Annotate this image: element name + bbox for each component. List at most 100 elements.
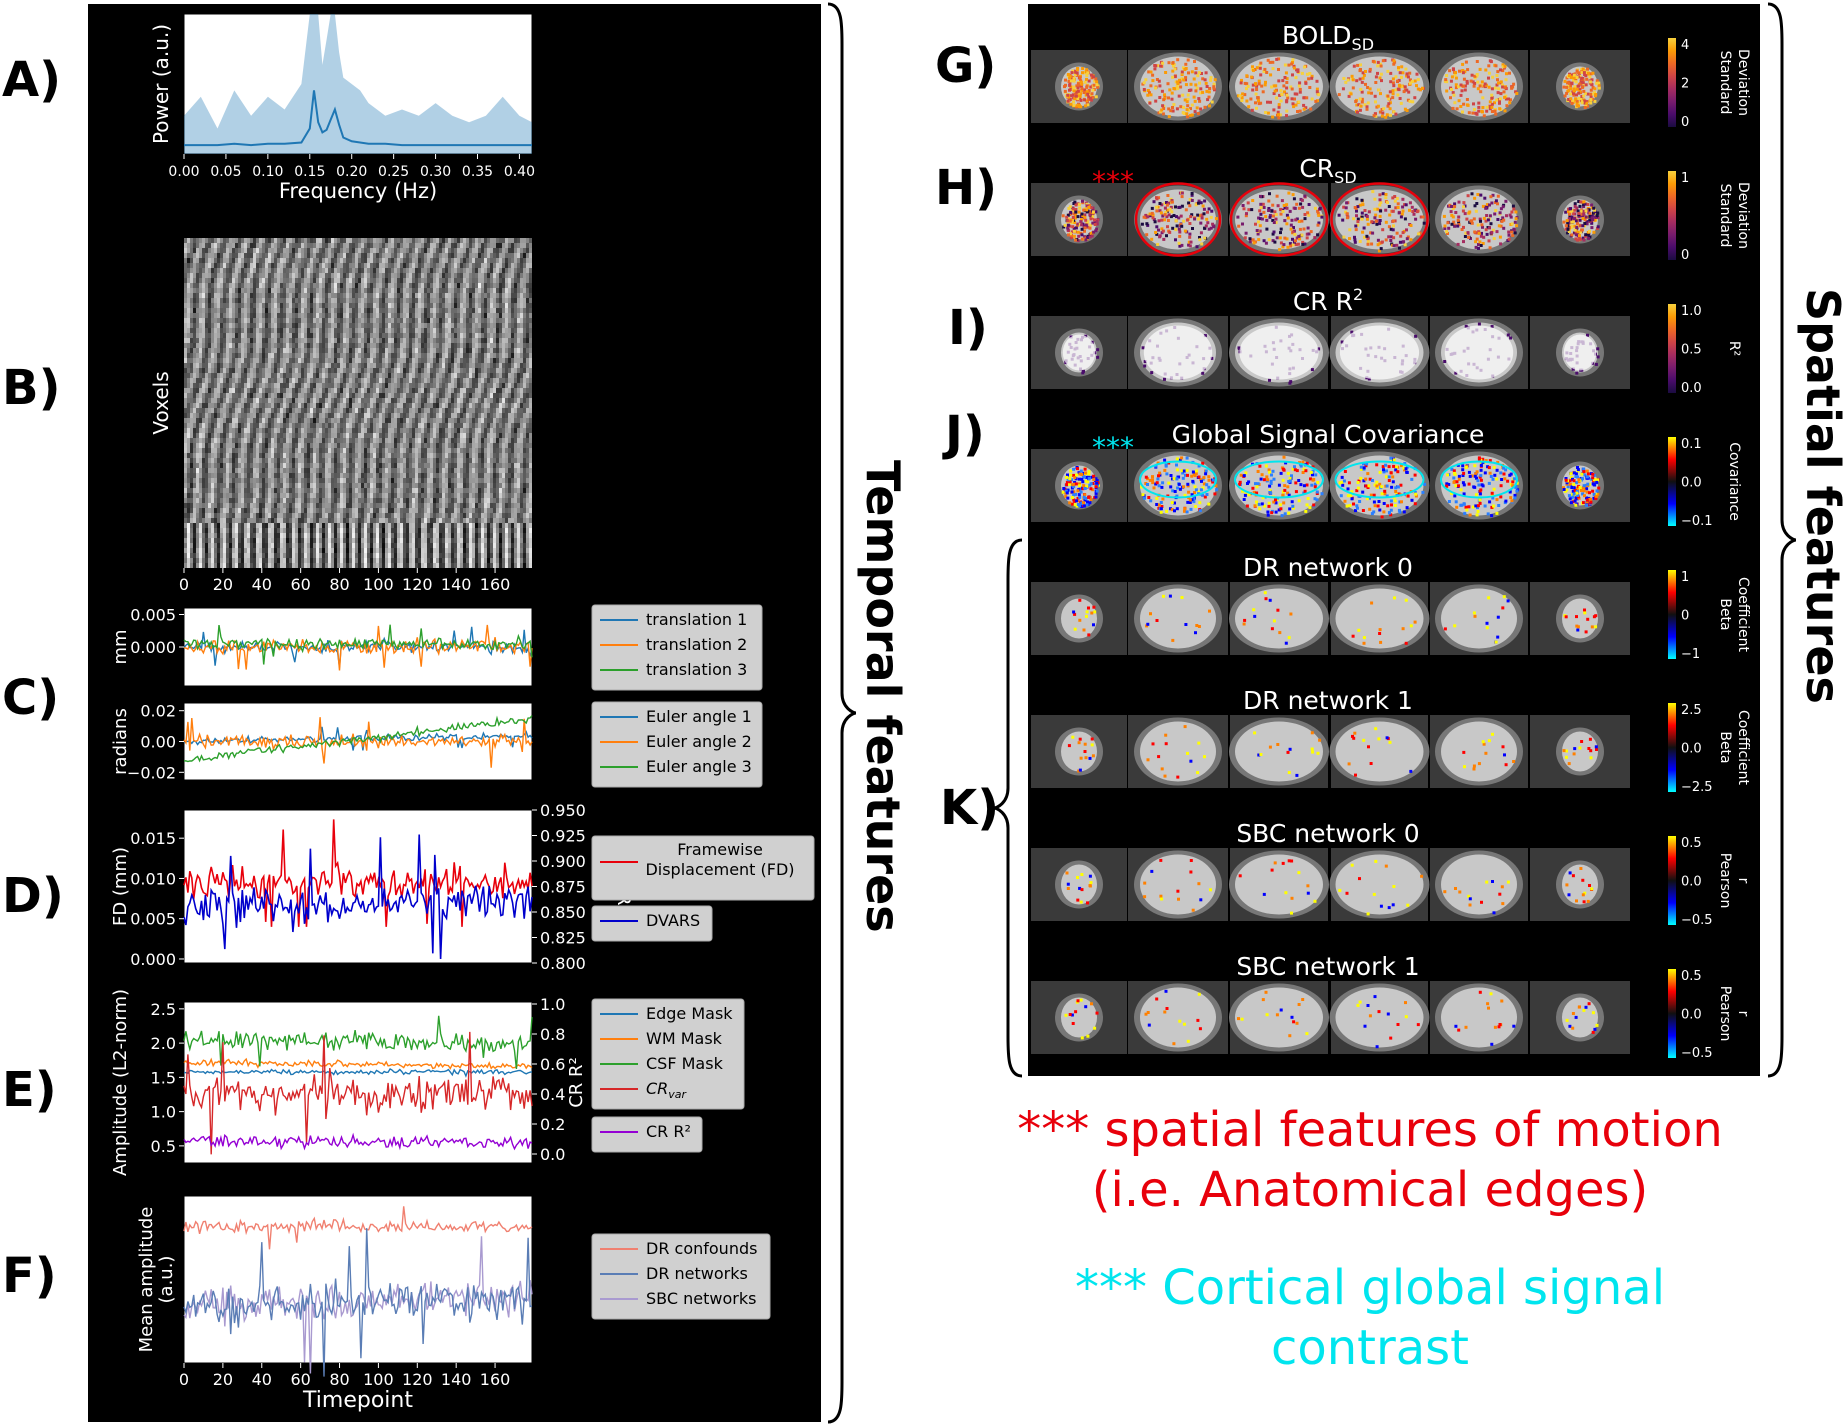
carpet-cell <box>373 248 376 253</box>
carpet-cell <box>310 303 313 308</box>
carpet-cell <box>292 438 295 443</box>
carpet-cell <box>343 293 346 298</box>
carpet-cell <box>334 453 337 458</box>
carpet-cell <box>382 288 385 293</box>
carpet-cell <box>316 513 319 518</box>
carpet-cell <box>379 278 382 283</box>
carpet-cell <box>274 463 277 468</box>
carpet-cell <box>394 253 397 258</box>
carpet-cell <box>247 463 250 468</box>
carpet-cell <box>334 463 337 468</box>
carpet-cell <box>316 363 319 368</box>
carpet-cell <box>265 498 268 503</box>
carpet-cell <box>349 318 352 323</box>
carpet-cell <box>226 423 229 428</box>
carpet-cell <box>322 528 325 533</box>
carpet-cell <box>361 328 364 333</box>
carpet-cell <box>385 498 388 503</box>
carpet-cell <box>337 373 340 378</box>
carpet-cell <box>322 488 325 493</box>
carpet-cell <box>325 328 328 333</box>
carpet-cell <box>343 368 346 373</box>
carpet-cell <box>373 298 376 303</box>
carpet-cell <box>298 323 301 328</box>
carpet-cell <box>355 438 358 443</box>
carpet-cell <box>319 468 322 473</box>
carpet-cell <box>184 488 187 493</box>
carpet-cell <box>334 388 337 393</box>
carpet-cell <box>379 318 382 323</box>
carpet-cell <box>256 418 259 423</box>
carpet-cell <box>226 363 229 368</box>
carpet-cell <box>211 383 214 388</box>
carpet-cell <box>379 363 382 368</box>
carpet-cell <box>199 248 202 253</box>
carpet-cell <box>334 468 337 473</box>
carpet-cell <box>340 513 343 518</box>
carpet-cell <box>310 318 313 323</box>
carpet-cell <box>202 258 205 263</box>
carpet-cell <box>316 473 319 478</box>
carpet-cell <box>388 318 391 323</box>
carpet-cell <box>262 323 265 328</box>
carpet-cell <box>265 328 268 333</box>
carpet-cell <box>313 308 316 313</box>
carpet-cell <box>295 488 298 493</box>
carpet-cell <box>262 448 265 453</box>
carpet-cell <box>352 503 355 508</box>
carpet-cell <box>238 443 241 448</box>
carpet-cell <box>232 483 235 488</box>
carpet-cell <box>355 293 358 298</box>
carpet-cell <box>205 318 208 323</box>
carpet-cell <box>271 328 274 333</box>
carpet-cell <box>364 488 367 493</box>
carpet-cell <box>268 333 271 338</box>
carpet-cell <box>259 558 262 563</box>
carpet-cell <box>241 298 244 303</box>
carpet-cell <box>196 498 199 503</box>
carpet-cell <box>376 513 379 518</box>
carpet-cell <box>295 483 298 488</box>
carpet-cell <box>328 528 331 533</box>
carpet-cell <box>313 518 316 523</box>
carpet-cell <box>352 428 355 433</box>
carpet-cell <box>232 328 235 333</box>
carpet-cell <box>196 508 199 513</box>
carpet-cell <box>373 423 376 428</box>
carpet-cell <box>187 368 190 373</box>
carpet-cell <box>211 293 214 298</box>
carpet-cell <box>367 478 370 483</box>
carpet-cell <box>310 403 313 408</box>
carpet-cell <box>391 448 394 453</box>
carpet-cell <box>358 343 361 348</box>
carpet-cell <box>307 293 310 298</box>
carpet-cell <box>229 478 232 483</box>
carpet-cell <box>340 438 343 443</box>
carpet-cell <box>367 448 370 453</box>
carpet-cell <box>310 328 313 333</box>
carpet-cell <box>262 463 265 468</box>
carpet-cell <box>196 553 199 558</box>
carpet-cell <box>235 418 238 423</box>
carpet-cell <box>208 473 211 478</box>
carpet-cell <box>394 313 397 318</box>
carpet-cell <box>379 513 382 518</box>
carpet-cell <box>328 288 331 293</box>
carpet-cell <box>265 538 268 543</box>
carpet-cell <box>256 463 259 468</box>
carpet-cell <box>295 353 298 358</box>
carpet-cell <box>238 283 241 288</box>
carpet-cell <box>322 483 325 488</box>
carpet-cell <box>325 368 328 373</box>
carpet-cell <box>286 393 289 398</box>
carpet-cell <box>292 528 295 533</box>
carpet-cell <box>367 533 370 538</box>
carpet-cell <box>358 503 361 508</box>
carpet-cell <box>256 293 259 298</box>
carpet-cell <box>208 248 211 253</box>
carpet-cell <box>259 498 262 503</box>
carpet-cell <box>403 548 406 553</box>
carpet-cell <box>370 358 373 363</box>
carpet-cell <box>229 453 232 458</box>
carpet-cell <box>259 258 262 263</box>
